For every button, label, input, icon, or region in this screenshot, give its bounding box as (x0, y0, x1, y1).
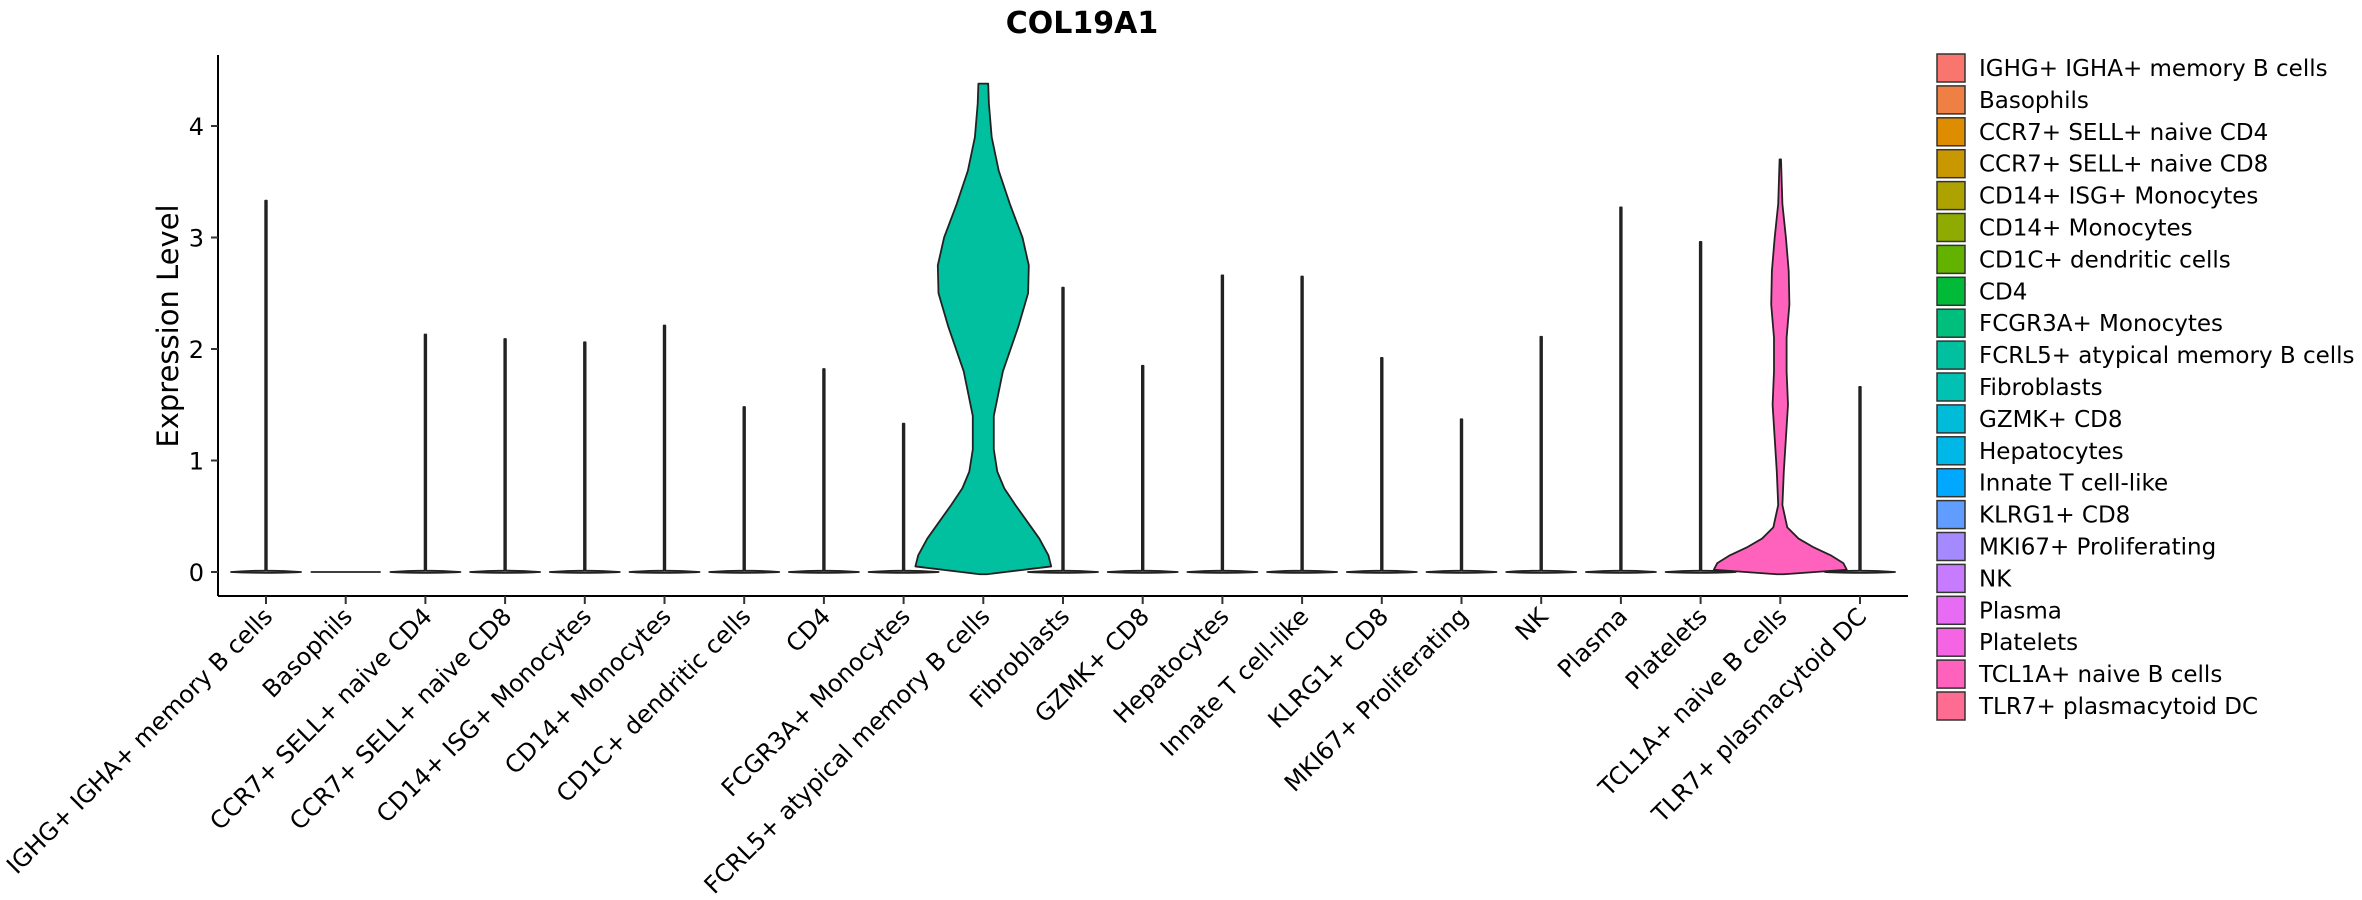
violin-5 (548, 341, 621, 574)
legend-swatch (1936, 659, 1966, 689)
violin-21 (1824, 386, 1896, 574)
violin-20 (1712, 158, 1848, 576)
legend-label: TLR7+ plasmacytoid DC (1978, 694, 2258, 720)
legend-swatch (1936, 563, 1966, 594)
legend-label: KLRG1+ CD8 (1979, 503, 2130, 529)
violin-8 (788, 368, 860, 574)
violin-6 (628, 324, 701, 574)
x-tick-label: FCRL5+ atypical memory B cells (699, 602, 996, 899)
legend-label: Hepatocytes (1979, 439, 2124, 465)
y-tick-label: 4 (189, 113, 204, 141)
legend-label: FCGR3A+ Monocytes (1979, 311, 2223, 337)
violin-3 (389, 333, 462, 574)
legend-label: NK (1979, 566, 2012, 592)
violin-18 (1585, 206, 1657, 574)
legend-label: CD14+ Monocytes (1979, 216, 2193, 242)
legend-swatch (1936, 244, 1966, 275)
legend-swatch (1936, 627, 1966, 657)
legend-label: CD4 (1979, 279, 2027, 305)
x-tick-label: IGHG+ IGHA+ memory B cells (1, 602, 278, 879)
y-tick-label: 0 (189, 559, 204, 587)
legend-swatch (1936, 404, 1966, 434)
violin-11 (1027, 286, 1099, 574)
chart-title: COL19A1 (1006, 6, 1158, 41)
violin-10 (914, 82, 1053, 576)
legend-swatch (1936, 499, 1966, 530)
legend-swatch (1936, 148, 1966, 179)
legend-swatch (1936, 595, 1966, 626)
legend-swatch (1936, 467, 1966, 498)
legend-swatch (1936, 85, 1966, 115)
legend-swatch (1936, 53, 1966, 83)
violin-12 (1106, 364, 1179, 574)
legend-label: FCRL5+ atypical memory B cells (1979, 343, 2355, 369)
legend-label: CD14+ ISG+ Monocytes (1979, 184, 2258, 210)
legend-swatch (1936, 117, 1966, 147)
legend-swatch (1936, 308, 1966, 338)
legend-label: GZMK+ CD8 (1979, 407, 2123, 433)
x-tick-label: Plasma (1552, 602, 1633, 683)
violin-16 (1425, 418, 1498, 574)
legend-label: TCL1A+ naive B cells (1978, 662, 2222, 688)
violin-9 (867, 422, 940, 574)
y-tick-label: 3 (189, 225, 204, 253)
violin-7 (708, 406, 781, 574)
violin-19 (1664, 241, 1737, 574)
legend-label: Fibroblasts (1979, 375, 2103, 401)
legend-label: Platelets (1979, 630, 2078, 656)
legend-swatch (1936, 180, 1966, 211)
violin-4 (469, 338, 541, 574)
legend-label: Plasma (1979, 598, 2062, 624)
legend-swatch (1936, 691, 1966, 721)
legend-label: Basophils (1979, 88, 2089, 114)
legend-swatch (1936, 372, 1966, 402)
y-tick-label: 2 (189, 336, 204, 364)
legend-label: IGHG+ IGHA+ memory B cells (1979, 56, 2328, 82)
x-tick-label: CD4 (781, 602, 837, 658)
y-tick-label: 1 (189, 448, 204, 476)
violin-17 (1505, 335, 1578, 574)
legend-label: CCR7+ SELL+ naive CD8 (1979, 152, 2268, 178)
y-axis-label: Expression Level (151, 204, 185, 447)
violin-13 (1186, 274, 1259, 574)
violin-1 (230, 199, 302, 574)
x-tick-label: NK (1510, 602, 1555, 647)
legend-label: Innate T cell-like (1979, 471, 2168, 497)
legend-label: MKI67+ Proliferating (1979, 535, 2216, 561)
violin-15 (1345, 357, 1418, 574)
legend-label: CD1C+ dendritic cells (1979, 247, 2231, 273)
legend-swatch (1936, 212, 1966, 243)
violin-14 (1266, 275, 1338, 574)
x-tick-label: Innate T cell-like (1155, 602, 1314, 761)
legend-swatch (1936, 276, 1966, 307)
legend-swatch (1936, 531, 1966, 562)
legend-swatch (1936, 340, 1966, 370)
legend-swatch (1936, 436, 1966, 466)
legend-label: CCR7+ SELL+ naive CD4 (1979, 120, 2268, 146)
